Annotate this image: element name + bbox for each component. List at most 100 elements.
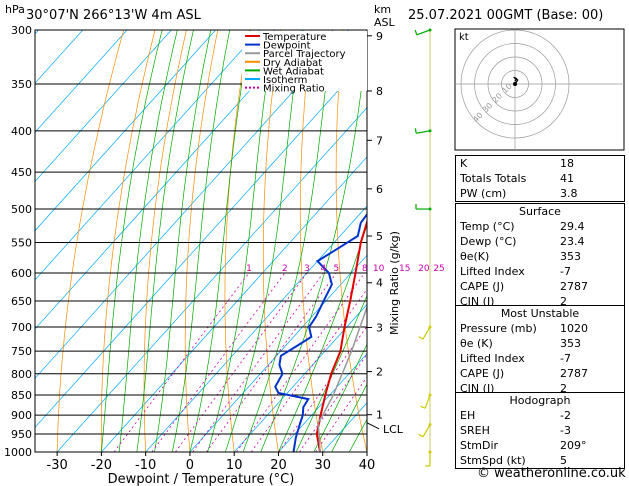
mixing-ratio-label: 20 (418, 264, 430, 274)
index-value: 41 (560, 172, 574, 185)
hodograph-label: StmSpd (kt) (460, 454, 526, 467)
dry-adiabat (184, 30, 219, 452)
wind-barb-base (428, 423, 432, 427)
most-unstable-row: CIN (J) 2 (456, 381, 624, 396)
wind-barb-flag (418, 336, 424, 340)
mixing-ratio-line (315, 376, 367, 452)
legend-background (242, 31, 367, 91)
isotherm-line (56, 107, 367, 452)
surface-value: 2787 (560, 280, 588, 293)
km-tick-label: 1 (376, 409, 383, 422)
km-tick-label: 2 (376, 366, 383, 379)
wind-barb (422, 326, 431, 340)
surface-label: CIN (J) (460, 295, 495, 308)
most-unstable-label: Pressure (mb) (460, 322, 537, 335)
wet-adiabat (118, 30, 178, 452)
x-tick-label: -10 (135, 458, 156, 473)
most-unstable-value: -7 (560, 352, 571, 365)
mixing-ratio-label: 3 (304, 264, 310, 274)
pressure-tick-label: 500 (11, 203, 32, 216)
mixing-ratio-label: 25 (433, 264, 444, 274)
hodograph-label: EH (460, 409, 476, 422)
isotherm-line (233, 303, 367, 452)
index-row: K 18 (456, 156, 624, 171)
mixing-ratio-label: 10 (373, 264, 385, 274)
pressure-tick-label: 750 (11, 345, 32, 358)
wind-barb-flag (414, 29, 418, 35)
hodograph-label: SREH (460, 424, 490, 437)
x-tick-label: 40 (359, 458, 376, 473)
surface-label: θe(K) (460, 250, 490, 263)
pressure-tick-label: 300 (11, 24, 32, 37)
surface-row: Lifted Index -7 (456, 264, 624, 279)
most-unstable-title: Most Unstable (500, 307, 580, 320)
wind-barb-flag (414, 128, 417, 134)
hodograph-table-title: Hodograph (509, 394, 571, 407)
legend-label: Mixing Ratio (263, 84, 325, 95)
isotherm-line (35, 30, 305, 330)
pressure-tick-label: 550 (11, 236, 32, 249)
hodograph-row: StmDir 209° (456, 438, 624, 453)
isotherm-line (35, 30, 261, 281)
isotherm-line (35, 30, 128, 133)
mixing-ratio-line (113, 272, 250, 452)
km-tick-label: 6 (376, 183, 383, 196)
hodograph-unit-label: kt (459, 32, 469, 43)
hodograph-trace (513, 76, 519, 85)
station-title: 30°07'N 266°13'W 4m ASL (26, 8, 201, 23)
surface-value: 353 (560, 250, 581, 263)
index-row: Totals Totals 41 (456, 171, 624, 186)
footer-credit: © weatheronline.co.uk (477, 466, 626, 481)
plot-area (35, 30, 367, 452)
mixing-ratio-label: 5 (333, 264, 339, 274)
index-label: K (460, 157, 468, 170)
hodograph-origin (513, 82, 517, 86)
dry-adiabat (100, 30, 156, 452)
x-axis-label: Dewpoint / Temperature (°C) (108, 472, 295, 486)
surface-value: 2 (560, 295, 567, 308)
hodograph-value: -3 (560, 424, 571, 437)
mixing-ratio-label: 8 (362, 264, 368, 274)
asl-label: ASL (374, 16, 396, 29)
hodograph-row: StmSpd (kt) 5 (456, 453, 624, 468)
pressure-tick-label: 900 (11, 409, 32, 422)
surface-label: Temp (°C) (460, 220, 515, 233)
hodograph-frame (454, 28, 625, 151)
surface-row: CAPE (J) 2787 (456, 279, 624, 294)
series-line-temperature (315, 218, 367, 452)
legend-label: Dry Adiabat (263, 58, 322, 69)
surface-value: 29.4 (560, 220, 585, 233)
pressure-tick-label: 850 (11, 389, 32, 402)
hpa-label: hPa (5, 3, 25, 16)
km-tick-label: 3 (376, 321, 383, 334)
pressure-tick-label: 600 (11, 267, 32, 280)
isotherm-line (145, 205, 367, 452)
wind-barb-base (428, 207, 432, 211)
series-line-parcel-trajectory (317, 304, 367, 452)
mixing-ratio-line (151, 272, 286, 452)
km-tick-label: 5 (376, 230, 383, 243)
pressure-tick-label: 700 (11, 321, 32, 334)
mixing-ratio-label: 1 (246, 264, 252, 274)
legend-label: Isotherm (263, 75, 307, 86)
wind-barb-base (428, 393, 432, 397)
hodograph-value: 209° (560, 439, 587, 452)
km-tick-label: 8 (376, 85, 383, 98)
wet-adiabat (331, 383, 367, 452)
most-unstable-label: θe (K) (460, 337, 493, 350)
surface-label: Dewp (°C) (460, 235, 517, 248)
surface-label: CAPE (J) (460, 280, 505, 293)
pressure-tick-label: 1000 (4, 446, 32, 459)
legend-label: Wet Adiabat (263, 66, 324, 77)
surface-value: -7 (560, 265, 571, 278)
index-value: 3.8 (560, 187, 578, 200)
most-unstable-label: CIN (J) (460, 382, 495, 395)
legend-label: Dewpoint (263, 41, 311, 52)
most-unstable-value: 353 (560, 337, 581, 350)
wind-barb-base (428, 450, 432, 454)
mixing-ratio-label: 15 (399, 264, 410, 274)
surface-row: θe(K) 353 (456, 249, 624, 264)
surface-row: Dewp (°C) 23.4 (456, 234, 624, 249)
